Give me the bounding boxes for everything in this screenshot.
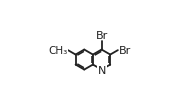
Text: CH₃: CH₃ <box>48 46 67 56</box>
Text: N: N <box>97 65 106 75</box>
Text: Br: Br <box>95 31 108 41</box>
Text: Br: Br <box>119 46 131 56</box>
